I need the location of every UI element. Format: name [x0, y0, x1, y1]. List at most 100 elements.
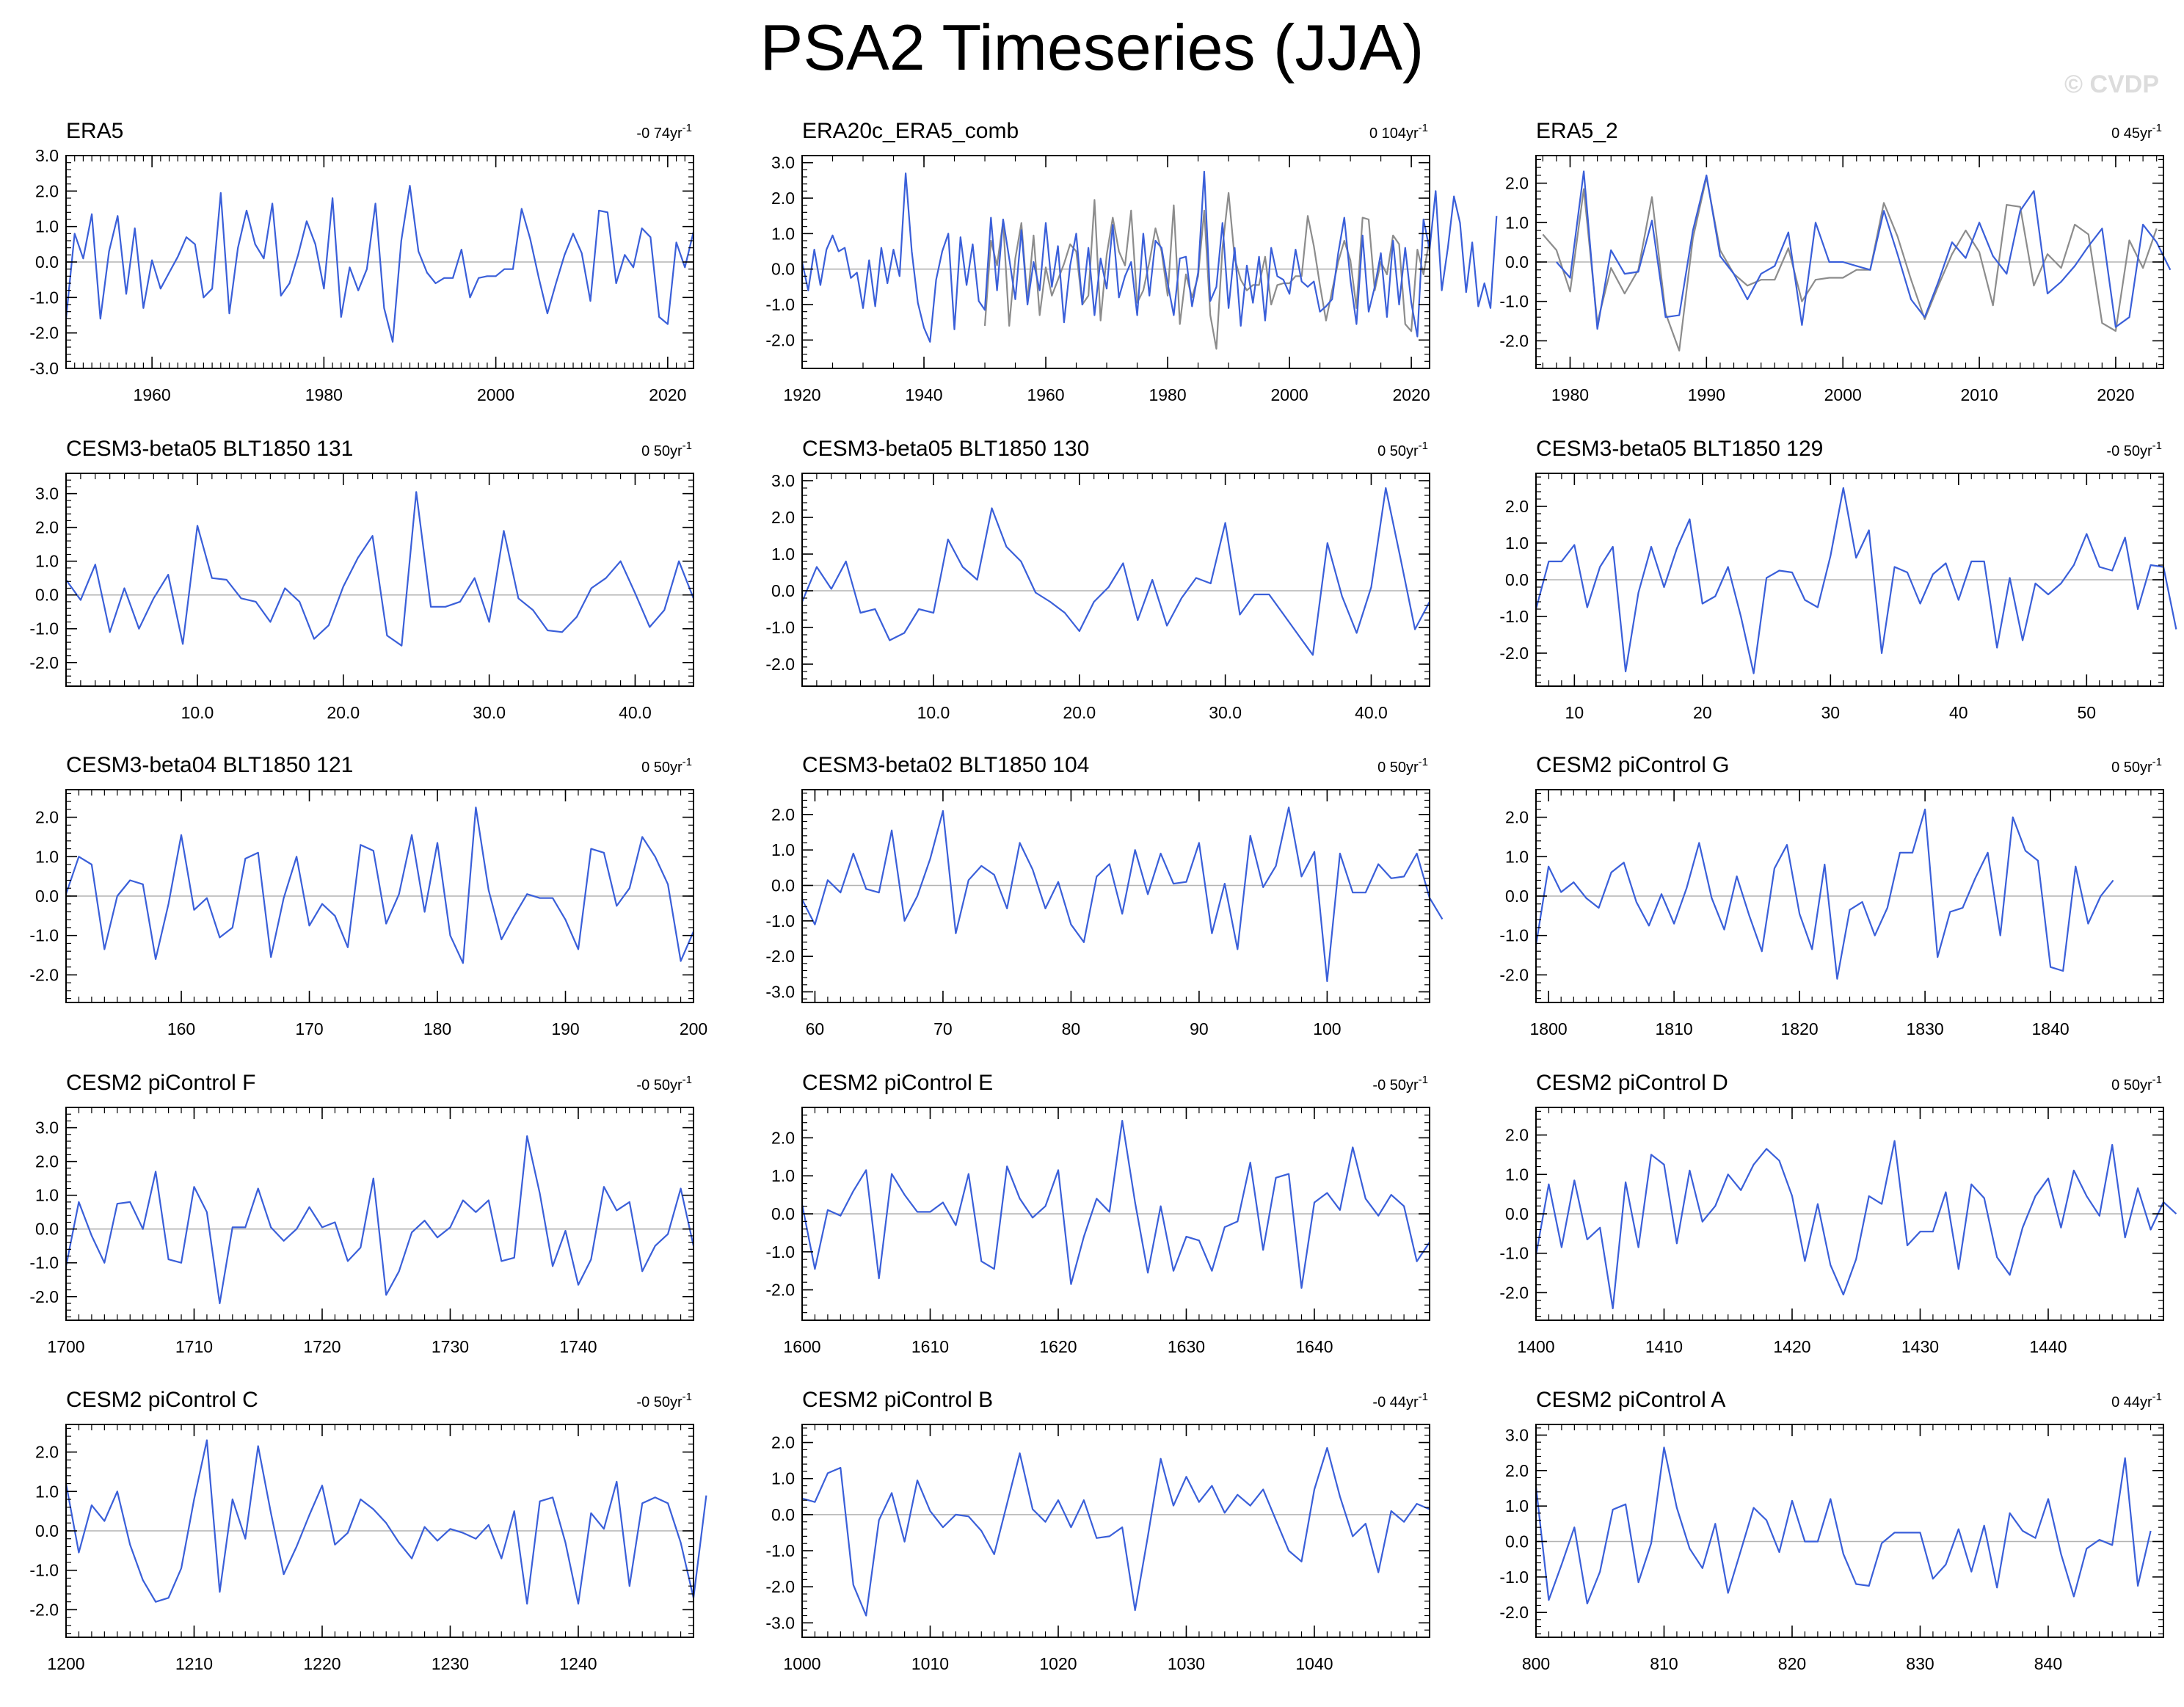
series-line — [801, 170, 1498, 343]
y-tick-label: -2.0 — [1499, 965, 1529, 984]
y-tick-label: 2.0 — [771, 189, 795, 208]
x-tick-label: 1220 — [303, 1654, 341, 1673]
x-tick-label: 2020 — [649, 385, 686, 404]
trend-label: -0 50yr-1 — [2106, 440, 2162, 459]
panel-title: CESM3-beta05 BLT1850 131 — [66, 437, 353, 461]
y-tick-label: 0.0 — [771, 581, 795, 600]
y-tick-label: 1.0 — [1505, 213, 1529, 232]
panel-10: CESM2 piControl F -0 50yr-1 -2.0 -1.0 0.0 1.0… — [29, 1071, 695, 1356]
y-tick-label: -1.0 — [765, 1541, 795, 1560]
y-tick-label: -1.0 — [1499, 1568, 1529, 1587]
x-tick-label: 2020 — [1393, 385, 1430, 404]
y-tick-label: 0.0 — [35, 1220, 59, 1239]
y-tick-label: 3.0 — [1505, 1426, 1529, 1445]
panel-frame — [1535, 1107, 2164, 1321]
x-tick-label: 2000 — [477, 385, 514, 404]
x-tick-label: 40 — [1949, 703, 1968, 722]
y-tick-label: 3.0 — [35, 146, 59, 165]
x-tick-label: 840 — [2034, 1654, 2062, 1673]
y-tick-label: 0.0 — [1505, 570, 1529, 589]
panel-6: CESM3-beta05 BLT1850 129 -0 50yr-1 -2.0 -1.… — [1499, 437, 2177, 722]
y-tick-label: -2.0 — [1499, 644, 1529, 663]
y-tick-label: 3.0 — [771, 153, 795, 172]
panel-frame — [801, 789, 1430, 1003]
x-tick-label: 1020 — [1039, 1654, 1077, 1673]
trend-label: 0 45yr-1 — [2111, 122, 2162, 142]
x-tick-label: 1040 — [1295, 1654, 1333, 1673]
x-tick-label: 1920 — [783, 385, 820, 404]
y-tick-label: -2.0 — [765, 330, 795, 349]
x-tick-label: 200 — [680, 1019, 707, 1038]
trend-label: -0 44yr-1 — [1372, 1391, 1428, 1411]
y-tick-label: -3.0 — [765, 983, 795, 1002]
x-tick-label: 1840 — [2032, 1019, 2070, 1038]
x-tick-label: 70 — [933, 1019, 953, 1038]
trend-label: 0 50yr-1 — [1377, 440, 1428, 459]
y-tick-label: -2.0 — [29, 1600, 59, 1619]
x-tick-label: 1200 — [47, 1654, 84, 1673]
y-tick-label: -1.0 — [1499, 607, 1529, 626]
y-tick-label: -2.0 — [765, 947, 795, 966]
x-tick-label: 1000 — [783, 1654, 820, 1673]
panel-frame — [65, 473, 694, 687]
x-tick-label: 1440 — [2029, 1337, 2067, 1356]
x-tick-label: 1400 — [1517, 1337, 1554, 1356]
y-tick-label: -2.0 — [1499, 1283, 1529, 1302]
y-tick-label: -1.0 — [765, 618, 795, 637]
y-tick-label: -3.0 — [765, 1613, 795, 1632]
trend-label: -0 50yr-1 — [1372, 1074, 1428, 1093]
panel-frame — [65, 789, 694, 1003]
x-tick-label: 2010 — [1960, 385, 1998, 404]
x-tick-label: 100 — [1313, 1019, 1341, 1038]
x-tick-label: 1940 — [905, 385, 942, 404]
y-tick-label: -1.0 — [29, 619, 59, 638]
y-tick-label: 2.0 — [1505, 174, 1529, 193]
panel-title: CESM3-beta05 BLT1850 129 — [1536, 437, 1823, 461]
trend-label: -0 50yr-1 — [636, 1391, 692, 1411]
panel-frame — [801, 1107, 1430, 1321]
panel-frame — [65, 155, 694, 369]
series-line — [1542, 176, 2158, 352]
y-tick-label: 1.0 — [771, 1469, 795, 1488]
panel-title: CESM2 piControl F — [66, 1071, 255, 1095]
panel-title: CESM2 piControl B — [802, 1388, 993, 1412]
panel-title: CESM2 piControl E — [802, 1071, 993, 1095]
x-tick-label: 2020 — [2097, 385, 2134, 404]
y-tick-label: 1.0 — [35, 1186, 59, 1205]
series-line — [801, 1446, 1430, 1617]
y-tick-label: 1.0 — [771, 840, 795, 859]
x-tick-label: 60 — [806, 1019, 825, 1038]
y-tick-label: -2.0 — [29, 324, 59, 343]
x-tick-label: 170 — [295, 1019, 323, 1038]
x-tick-label: 1740 — [559, 1337, 597, 1356]
y-tick-label: -1.0 — [1499, 1244, 1529, 1263]
x-tick-label: 10 — [1565, 703, 1584, 722]
trend-label: 0 50yr-1 — [641, 756, 692, 776]
y-tick-label: 0.0 — [1505, 1532, 1529, 1551]
x-tick-label: 90 — [1190, 1019, 1209, 1038]
y-tick-label: 0.0 — [35, 1521, 59, 1540]
y-tick-label: 2.0 — [35, 518, 59, 537]
panel-9: CESM2 piControl G 0 50yr-1 -2.0 -1.0 0.0 1.0 2… — [1499, 753, 2164, 1038]
y-tick-label: 1.0 — [1505, 534, 1529, 553]
y-tick-label: 2.0 — [771, 1433, 795, 1452]
y-tick-label: -2.0 — [765, 1577, 795, 1596]
x-tick-label: 820 — [1778, 1654, 1806, 1673]
trend-label: 0 104yr-1 — [1369, 122, 1428, 142]
series-line — [1535, 1446, 2152, 1605]
x-tick-label: 190 — [551, 1019, 579, 1038]
y-tick-label: 1.0 — [771, 1166, 795, 1185]
x-tick-label: 1830 — [1907, 1019, 1944, 1038]
y-tick-label: -1.0 — [29, 1561, 59, 1580]
x-tick-label: 1800 — [1530, 1019, 1568, 1038]
panel-title: ERA20c_ERA5_comb — [802, 119, 1019, 143]
series-line — [65, 1439, 707, 1605]
panel-title: CESM3-beta05 BLT1850 130 — [802, 437, 1089, 461]
y-tick-label: 1.0 — [1505, 847, 1529, 866]
y-tick-label: 3.0 — [35, 484, 59, 503]
x-tick-label: 1630 — [1168, 1337, 1205, 1356]
x-tick-label: 160 — [167, 1019, 195, 1038]
y-tick-label: -1.0 — [29, 926, 59, 945]
panel-1: ERA5 -0 74yr-1 -3.0 -2.0 -1.0 0.0 1.0 2.0 3.0 196… — [29, 119, 695, 404]
y-tick-label: 2.0 — [771, 805, 795, 824]
